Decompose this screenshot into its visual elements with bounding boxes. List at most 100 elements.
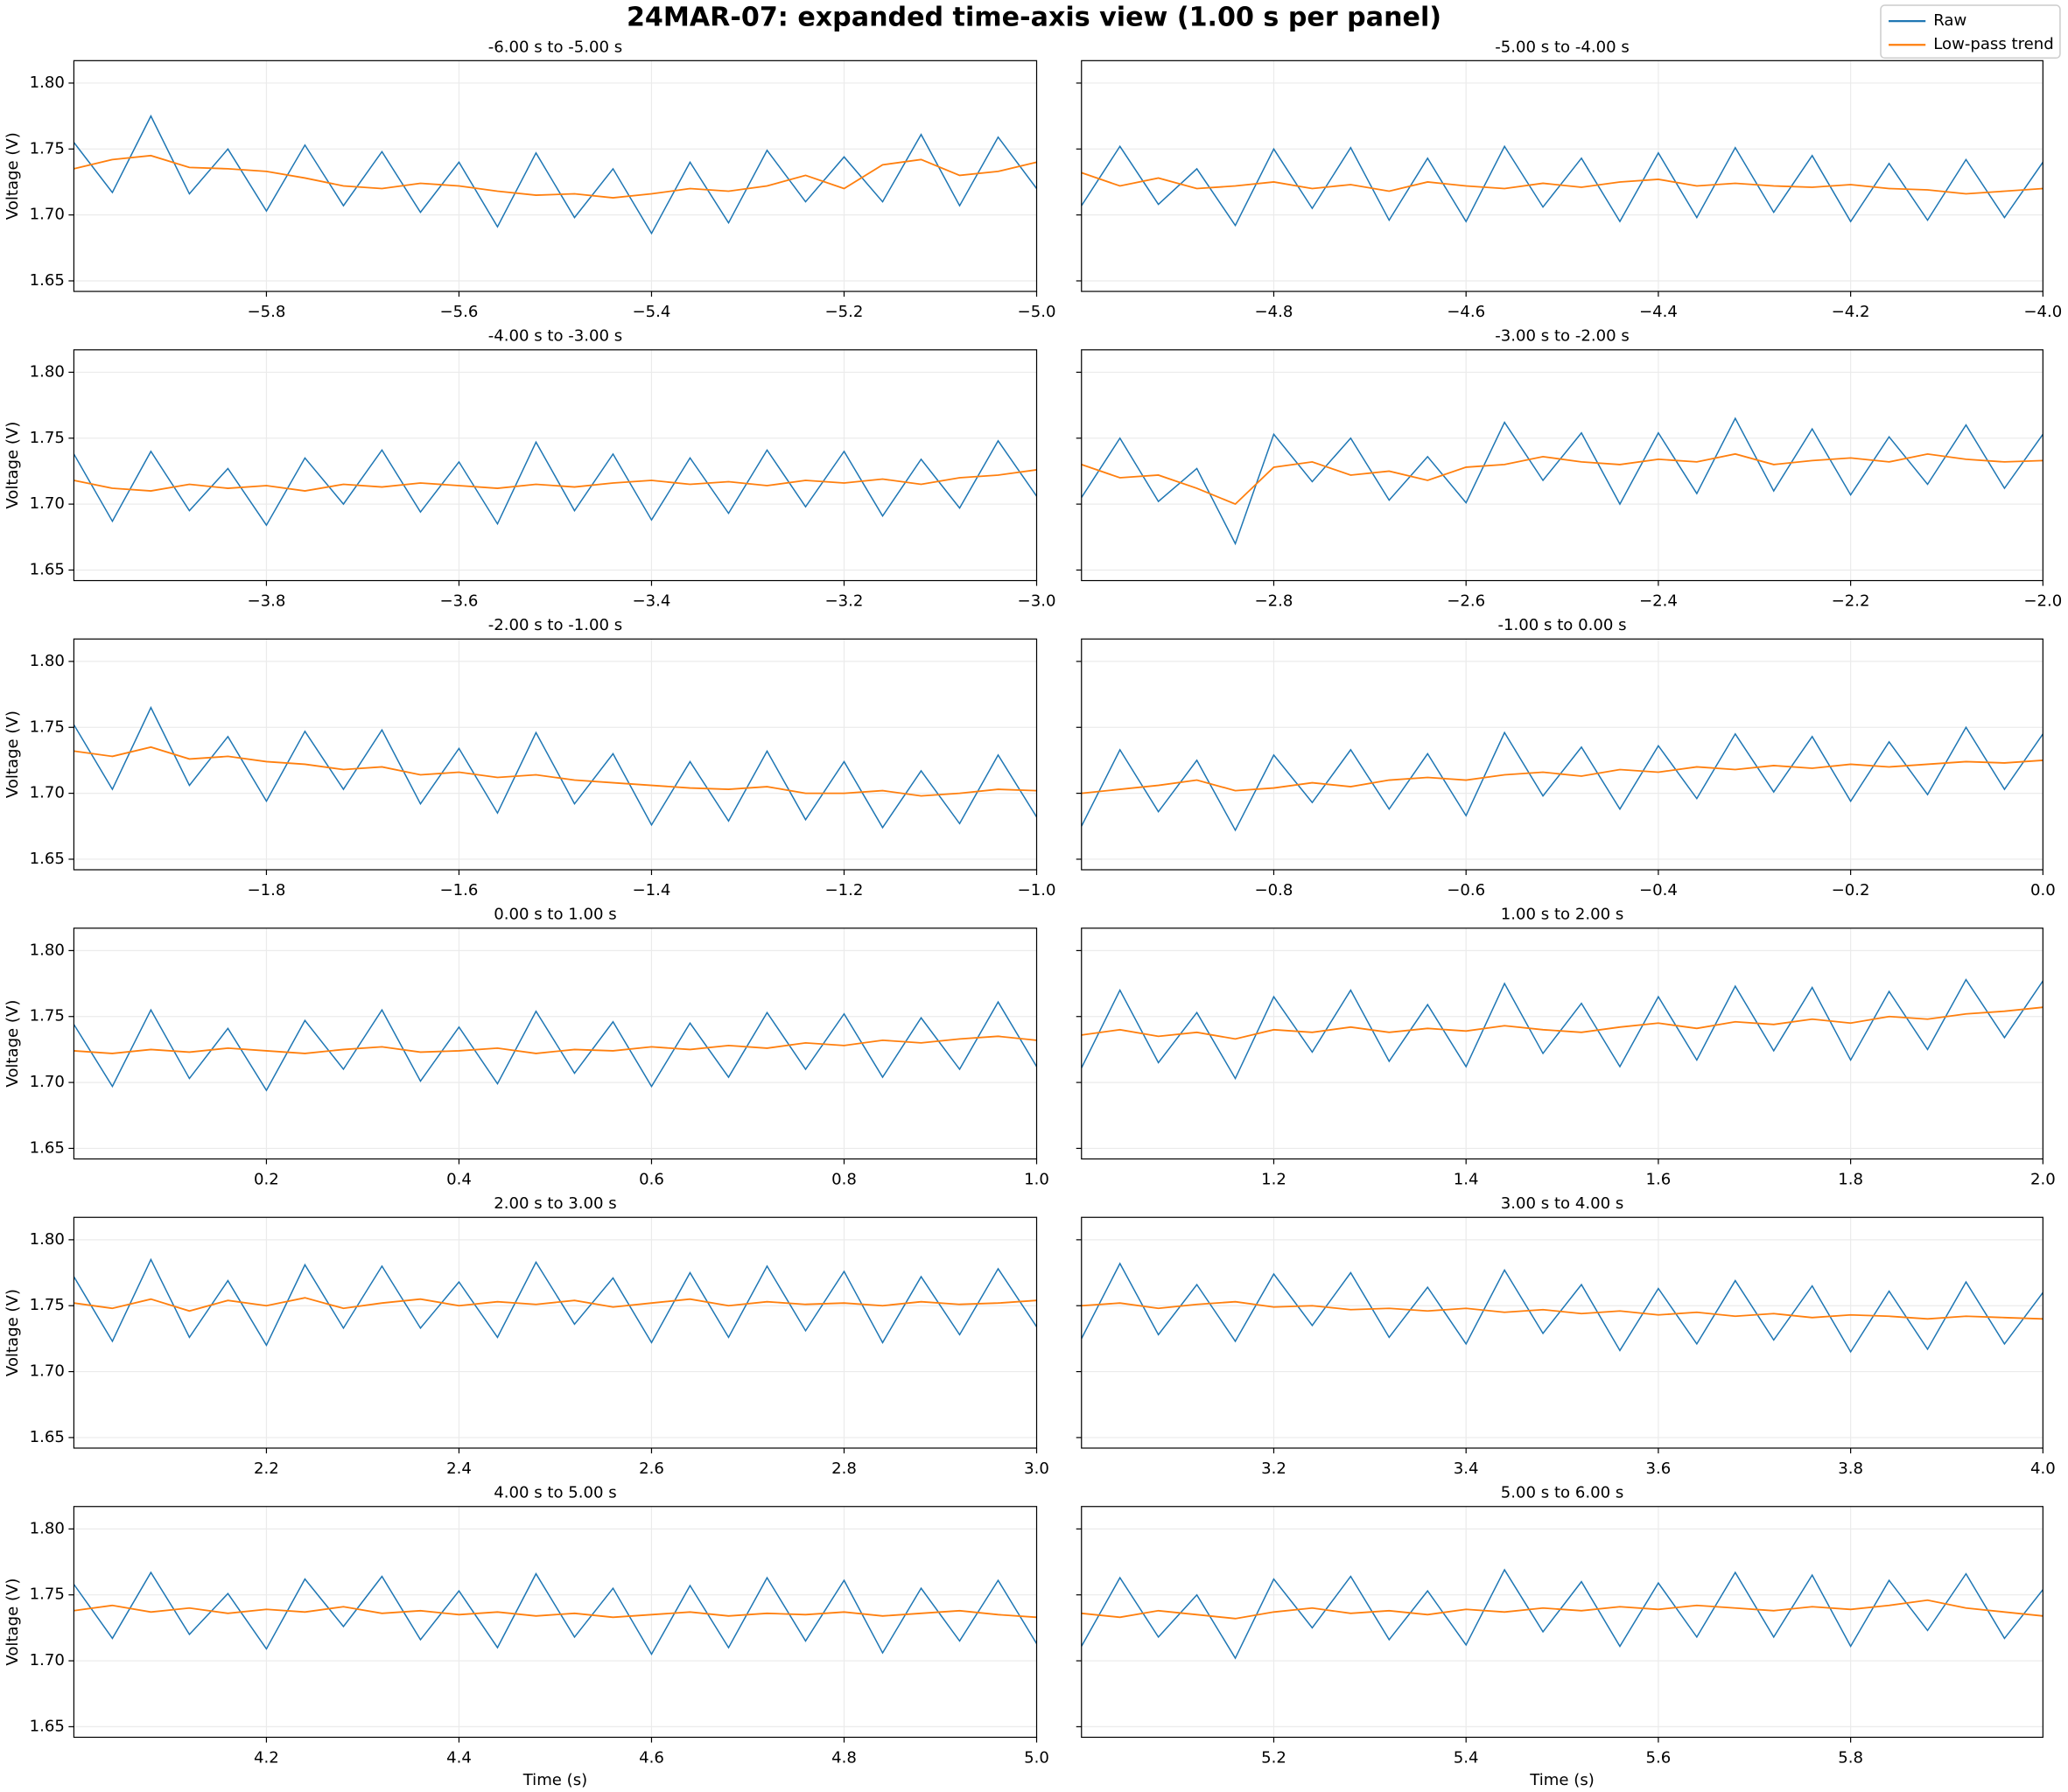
y-tick-label: 1.70 (30, 784, 65, 802)
trend-line (74, 154, 1037, 199)
y-axis-label: Voltage (V) (4, 1000, 22, 1088)
raw-line (74, 1257, 1037, 1348)
x-tick-label: −3.2 (825, 592, 864, 611)
y-tick-label: 1.65 (30, 1428, 65, 1446)
y-tick-label: 1.80 (30, 1230, 65, 1249)
raw-line (1081, 416, 2043, 546)
x-tick-label: −3.6 (439, 592, 478, 611)
x-tick-label: 4.8 (831, 1749, 857, 1768)
x-tick-label: −4.0 (2023, 303, 2062, 321)
x-tick-label: 4.4 (446, 1749, 472, 1768)
panel-title: 3.00 s to 4.00 s (1501, 1194, 1623, 1213)
x-tick-label: −4.8 (1255, 303, 1293, 321)
panel-title: 0.00 s to 1.00 s (494, 906, 616, 924)
trend-line (1081, 452, 2043, 506)
x-tick-label: 0.4 (446, 1171, 472, 1189)
axes-frame (73, 60, 1038, 292)
x-tick-label: 5.8 (1838, 1749, 1863, 1768)
x-tick-label: 3.0 (1024, 1460, 1049, 1478)
trend-line (1081, 172, 2043, 195)
trend-line (1081, 1006, 2043, 1040)
x-tick-label: 2.8 (831, 1460, 857, 1478)
x-tick-label: 4.6 (639, 1749, 664, 1768)
x-tick-label: −2.6 (1447, 592, 1485, 611)
trend-line (74, 469, 1037, 492)
y-tick-label: 1.65 (30, 560, 65, 578)
x-tick-label: −0.2 (1832, 881, 1870, 900)
y-tick-label: 1.70 (30, 1362, 65, 1381)
x-axis-label: Time (s) (522, 1771, 588, 1789)
y-axis-label: Voltage (V) (4, 710, 22, 798)
y-tick-label: 1.70 (30, 206, 65, 224)
y-tick-label: 1.75 (30, 139, 65, 158)
x-tick-label: 2.6 (639, 1460, 664, 1478)
y-tick-label: 1.70 (30, 494, 65, 513)
x-tick-label: 1.2 (1261, 1171, 1286, 1189)
x-tick-label: −2.8 (1255, 592, 1293, 611)
raw-line (74, 1000, 1037, 1092)
trend-line (74, 746, 1037, 797)
trend-line (74, 1604, 1037, 1619)
panel-title: -4.00 s to -3.00 s (488, 327, 623, 346)
axes-frame (73, 1506, 1038, 1739)
x-axis-label: Time (s) (1529, 1771, 1595, 1789)
raw-line (1081, 1262, 2043, 1354)
y-tick-label: 1.80 (30, 74, 65, 92)
x-tick-label: −1.4 (633, 881, 671, 900)
axes-frame (1081, 1216, 2043, 1449)
x-tick-label: 4.0 (2030, 1460, 2056, 1478)
x-tick-label: 1.0 (1024, 1171, 1049, 1189)
y-tick-label: 1.75 (30, 718, 65, 736)
x-tick-label: 1.6 (1646, 1171, 1672, 1189)
x-tick-label: −0.8 (1255, 881, 1293, 900)
raw-line (1081, 725, 2043, 832)
y-tick-label: 1.65 (30, 1717, 65, 1735)
panel-title: -1.00 s to 0.00 s (1498, 616, 1627, 634)
panel-title: 2.00 s to 3.00 s (494, 1194, 616, 1213)
y-axis-label: Voltage (V) (4, 132, 22, 220)
panel-title: 5.00 s to 6.00 s (1501, 1484, 1623, 1502)
axes-frame (73, 1216, 1038, 1449)
x-tick-label: −0.4 (1639, 881, 1678, 900)
panel-title: 1.00 s to 2.00 s (1501, 906, 1623, 924)
y-tick-label: 1.65 (30, 850, 65, 868)
x-tick-label: −4.6 (1447, 303, 1485, 321)
x-tick-label: −3.4 (633, 592, 671, 611)
x-tick-label: −1.0 (1018, 881, 1056, 900)
x-tick-label: −2.2 (1832, 592, 1870, 611)
x-tick-label: 5.2 (1261, 1749, 1286, 1768)
x-tick-label: −5.6 (439, 303, 478, 321)
raw-line (74, 705, 1037, 830)
x-tick-label: −1.8 (247, 881, 285, 900)
x-tick-label: 3.6 (1646, 1460, 1672, 1478)
x-tick-label: −3.8 (247, 592, 285, 611)
panel-title: 4.00 s to 5.00 s (494, 1484, 616, 1502)
x-tick-label: 0.6 (639, 1171, 664, 1189)
y-tick-label: 1.70 (30, 1651, 65, 1670)
raw-line (74, 114, 1037, 235)
axes-frame (1081, 928, 2043, 1160)
axes-frame (1081, 638, 2043, 871)
x-tick-label: 5.4 (1454, 1749, 1479, 1768)
x-tick-label: 5.6 (1646, 1749, 1672, 1768)
x-tick-label: 2.2 (254, 1460, 279, 1478)
raw-line (1081, 144, 2043, 228)
axes-frame (73, 928, 1038, 1160)
x-tick-label: 3.4 (1454, 1460, 1479, 1478)
panel-title: -2.00 s to -1.00 s (488, 616, 623, 634)
x-tick-label: −4.2 (1832, 303, 1870, 321)
x-tick-label: −0.6 (1447, 881, 1485, 900)
raw-line (74, 1571, 1037, 1656)
y-axis-label: Voltage (V) (4, 1289, 22, 1376)
y-tick-label: 1.75 (30, 1007, 65, 1026)
x-tick-label: 1.8 (1838, 1171, 1863, 1189)
trend-line (1081, 760, 2043, 794)
figure-title: 24MAR-07: expanded time-axis view (1.00 … (627, 3, 1441, 33)
axes-frame (1081, 349, 2043, 582)
x-tick-label: 0.0 (2030, 881, 2056, 900)
axes-frame (1081, 60, 2043, 292)
raw-line (74, 439, 1037, 527)
panel-title: -5.00 s to -4.00 s (1495, 38, 1630, 56)
y-tick-label: 1.75 (30, 429, 65, 447)
